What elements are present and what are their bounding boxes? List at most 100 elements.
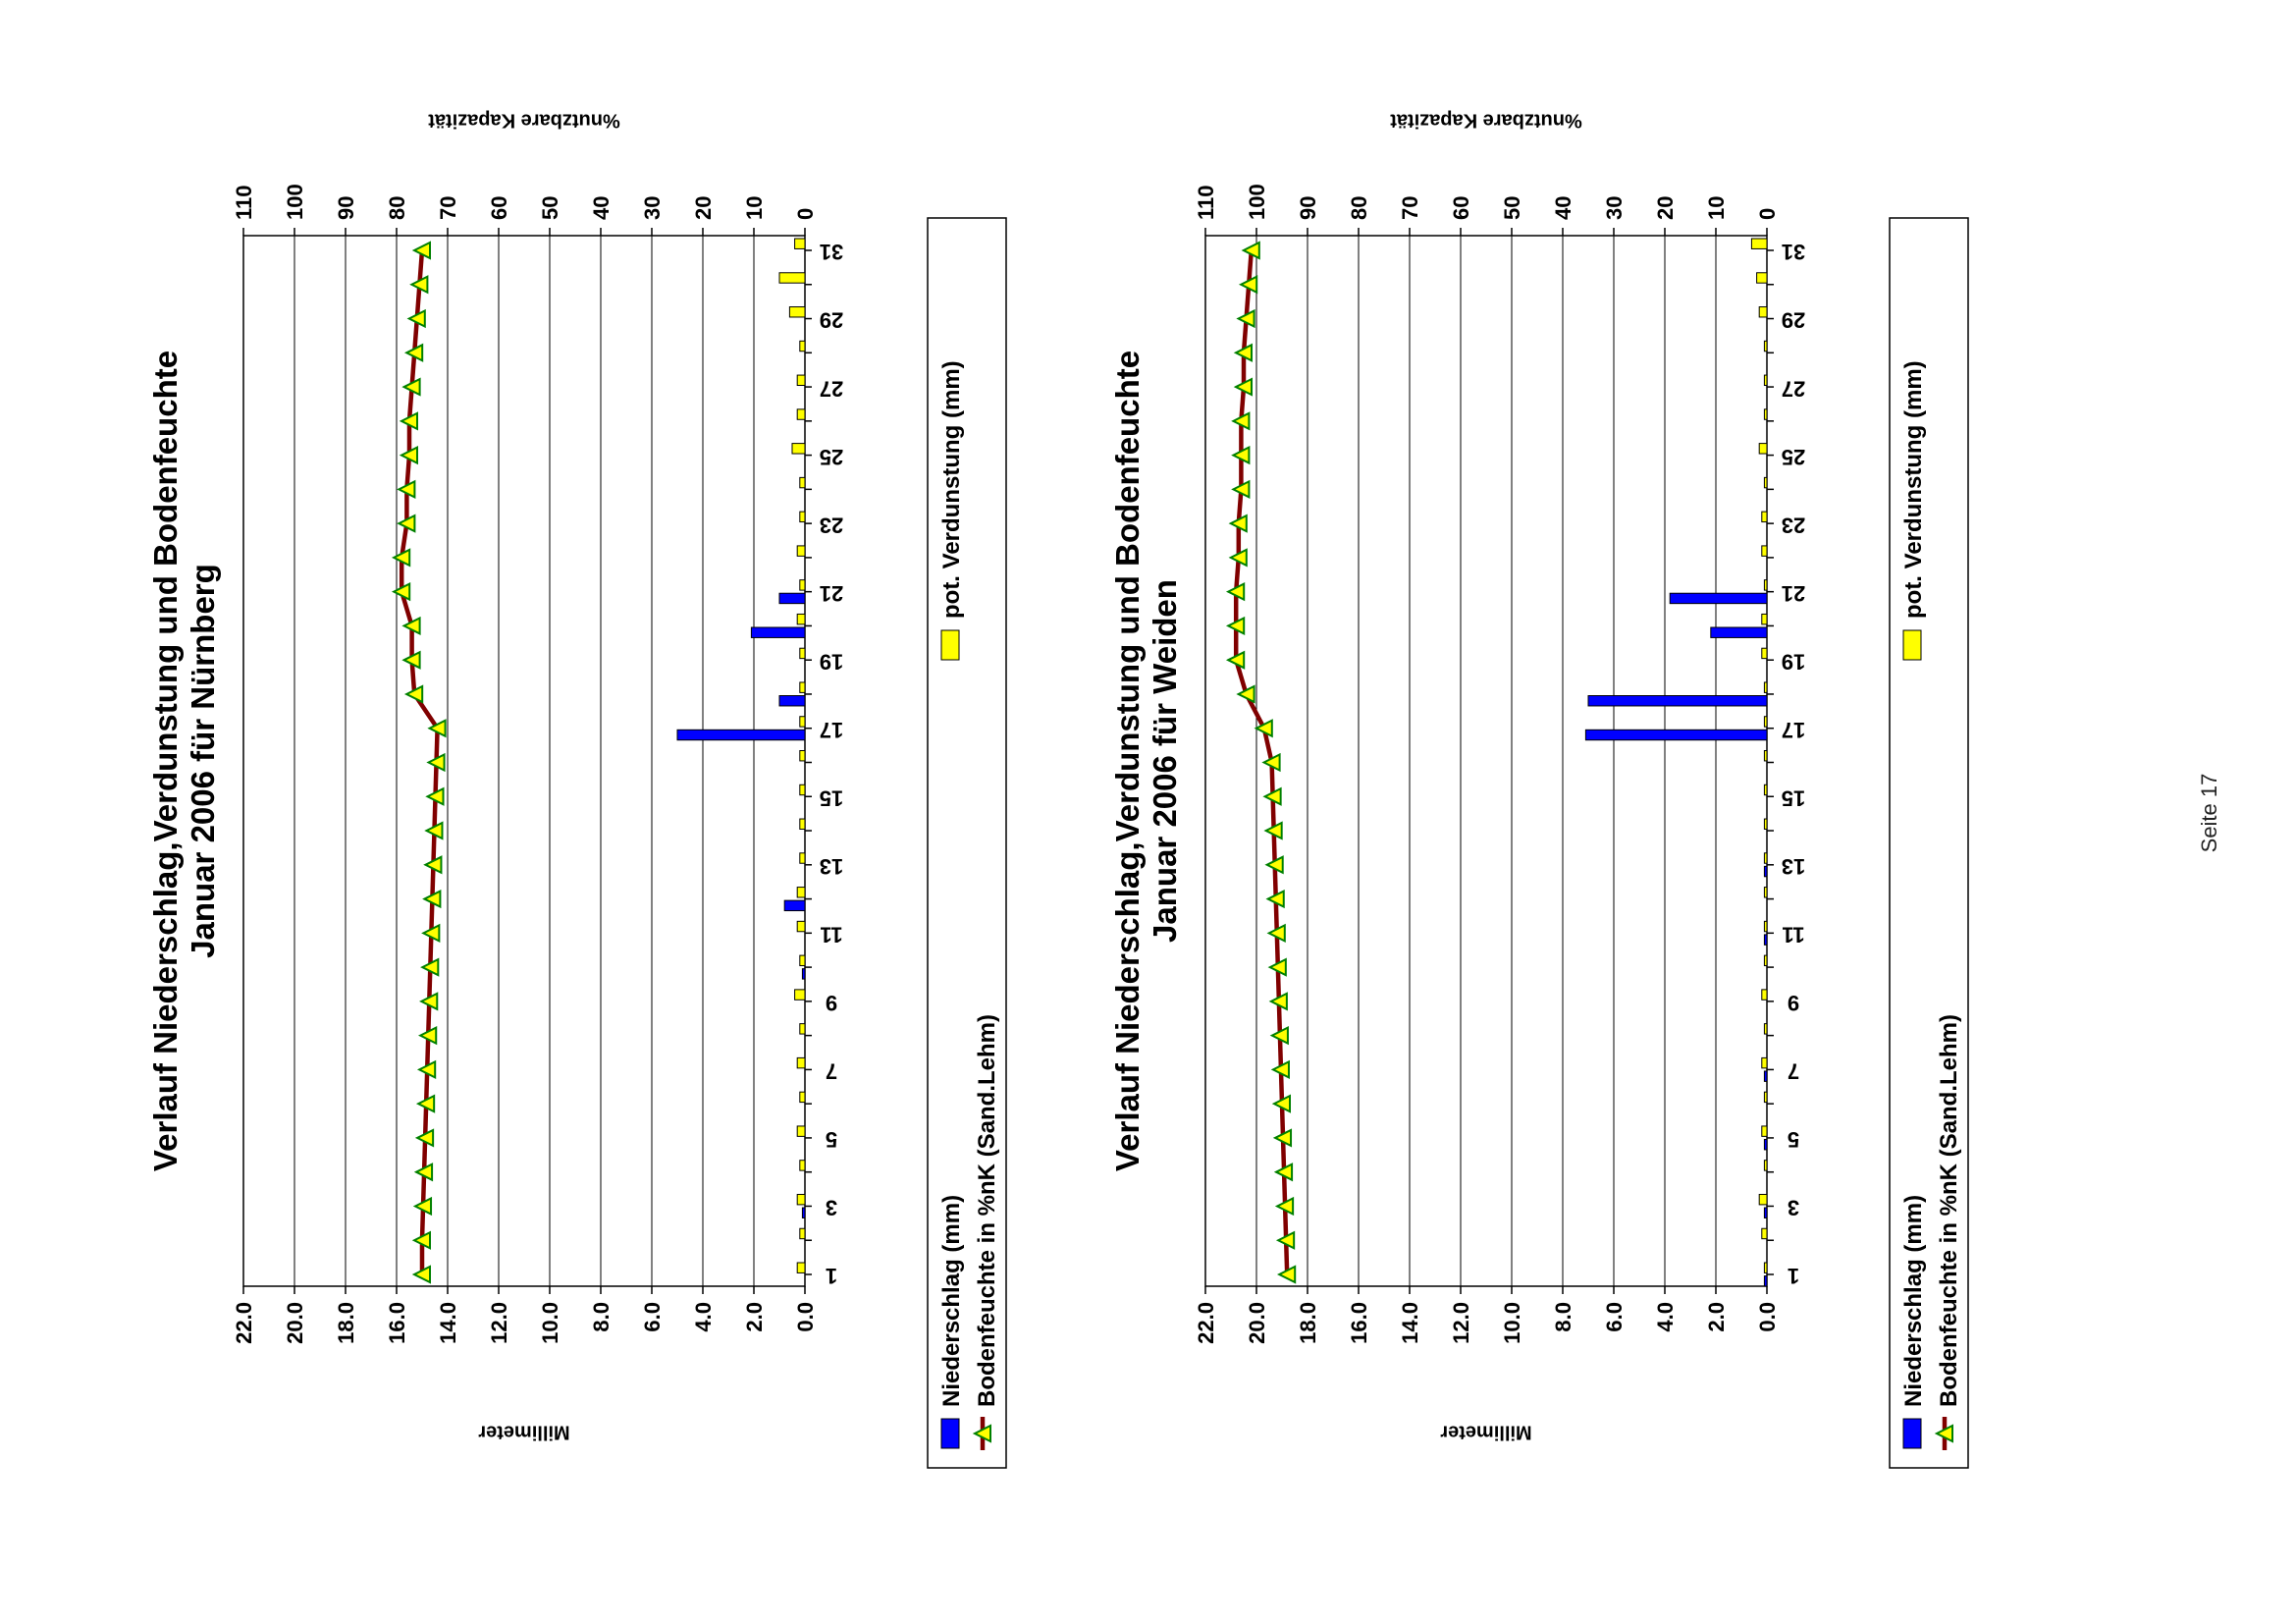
- bar-verdunstung: [796, 1262, 806, 1273]
- point-bodenfeuchte: [423, 855, 443, 875]
- bar-verdunstung: [796, 408, 806, 420]
- bar-verdunstung: [796, 1125, 806, 1137]
- y2-tick-label: 80: [1347, 196, 1371, 220]
- point-bodenfeuchte: [1272, 1128, 1293, 1148]
- bar-niederschlag: [750, 626, 806, 638]
- bar-verdunstung: [1763, 716, 1768, 728]
- bar-verdunstung: [799, 340, 806, 352]
- y2-tick-label: 40: [589, 196, 614, 220]
- bar-verdunstung: [1761, 613, 1768, 625]
- point-bodenfeuchte: [401, 377, 421, 397]
- point-bodenfeuchte: [1225, 582, 1246, 602]
- y2-tick-label: 20: [1653, 196, 1678, 220]
- y-tick-label: 8.0: [1551, 1302, 1575, 1332]
- y-tick-label: 0.0: [1755, 1302, 1780, 1332]
- y-tick-label: 14.0: [1398, 1302, 1422, 1344]
- bar-verdunstung: [1758, 443, 1768, 455]
- point-bodenfeuchte: [411, 241, 431, 260]
- x-tick-label: 13: [1782, 854, 1805, 879]
- y-tick-label: 10.0: [538, 1302, 562, 1344]
- point-bodenfeuchte: [418, 1026, 438, 1046]
- x-tick-label: 25: [820, 445, 843, 469]
- y2-tick-label: 70: [436, 196, 460, 220]
- bar-niederschlag: [783, 899, 806, 912]
- x-tick-label: 23: [820, 513, 843, 537]
- y2-tick-label: 60: [1449, 196, 1473, 220]
- bar-verdunstung: [799, 1023, 806, 1035]
- point-bodenfeuchte: [427, 719, 447, 738]
- point-bodenfeuchte: [1267, 957, 1287, 977]
- point-bodenfeuchte: [1261, 752, 1281, 773]
- bar-verdunstung: [1761, 989, 1768, 1001]
- y2-tick-label: 0: [1755, 208, 1780, 220]
- y-tick-label: 12.0: [487, 1302, 511, 1344]
- point-bodenfeuchte: [1265, 889, 1285, 909]
- x-tick-label: 15: [820, 785, 843, 810]
- x-tick-label: 11: [820, 923, 842, 947]
- y2-tick-label: 90: [334, 196, 358, 220]
- point-bodenfeuchte: [399, 445, 418, 465]
- bar-niederschlag: [1763, 865, 1768, 878]
- y2-tick-label: 50: [538, 196, 562, 220]
- x-tick-label: 31: [820, 240, 843, 264]
- point-bodenfeuchte: [424, 821, 444, 840]
- bar-verdunstung: [1758, 1193, 1768, 1206]
- bar-verdunstung: [1761, 1125, 1768, 1137]
- x-tick-label: 3: [1788, 1196, 1799, 1220]
- page-number: Seite 17: [2197, 774, 2221, 853]
- y2-tick-label: 50: [1500, 196, 1524, 220]
- x-tick-label: 9: [1788, 991, 1799, 1015]
- x-tick-label: 7: [1788, 1059, 1799, 1084]
- legend-swatch-bodenfeuchte-marker: [972, 1424, 991, 1443]
- point-bodenfeuchte: [425, 786, 445, 806]
- point-bodenfeuchte: [1231, 411, 1251, 431]
- point-bodenfeuchte: [419, 992, 439, 1011]
- y-tick-label: 4.0: [1653, 1302, 1678, 1332]
- y-axis-label: Millimeter: [478, 1422, 570, 1443]
- point-bodenfeuchte: [426, 752, 446, 773]
- point-bodenfeuchte: [406, 308, 426, 329]
- point-bodenfeuchte: [1274, 1196, 1295, 1217]
- point-bodenfeuchte: [1266, 923, 1286, 943]
- y-tick-label: 8.0: [589, 1302, 614, 1332]
- bar-verdunstung: [1761, 1227, 1768, 1240]
- y-tick-label: 18.0: [1296, 1302, 1320, 1344]
- point-bodenfeuchte: [391, 582, 411, 602]
- point-bodenfeuchte: [1225, 650, 1246, 670]
- bar-verdunstung: [799, 750, 806, 762]
- legend-label-verdunstung: pot. Verdunstung (mm): [1900, 360, 1927, 619]
- plot-area: [242, 235, 806, 1287]
- legend-label-bodenfeuchte: Bodenfeuchte in %nK (Sand.Lehm): [1936, 1014, 1962, 1407]
- y2-tick-label: 40: [1551, 196, 1575, 220]
- point-bodenfeuchte: [1275, 1230, 1296, 1250]
- x-tick-label: 5: [1788, 1127, 1799, 1152]
- point-bodenfeuchte: [1231, 445, 1251, 465]
- y2-tick-label: 90: [1296, 196, 1320, 220]
- bar-verdunstung: [799, 1227, 806, 1240]
- bar-verdunstung: [1761, 1056, 1768, 1069]
- chart-subtitle: Januar 2006 für Weiden: [1147, 579, 1183, 943]
- point-bodenfeuchte: [1268, 992, 1288, 1011]
- x-tick-label: 15: [1782, 785, 1805, 810]
- bar-verdunstung: [791, 443, 806, 455]
- bar-verdunstung: [1763, 340, 1768, 352]
- bar-niederschlag: [1763, 1207, 1768, 1218]
- bar-verdunstung: [1763, 852, 1768, 864]
- bar-verdunstung: [1763, 476, 1768, 489]
- y2-tick-label: 70: [1398, 196, 1422, 220]
- y2-tick-label: 100: [283, 184, 307, 220]
- bar-verdunstung: [1763, 408, 1768, 420]
- y-axis-label: Millimeter: [1440, 1422, 1532, 1443]
- point-bodenfeuchte: [1236, 684, 1255, 704]
- x-tick-label: 21: [820, 581, 843, 606]
- bar-verdunstung: [1763, 920, 1768, 933]
- x-tick-label: 23: [1782, 513, 1805, 537]
- bar-verdunstung: [778, 272, 806, 284]
- bar-niederschlag: [1763, 1275, 1768, 1287]
- x-tick-label: 17: [820, 718, 843, 742]
- y-tick-label: 6.0: [640, 1302, 665, 1332]
- y-tick-label: 12.0: [1449, 1302, 1473, 1344]
- bar-niederschlag: [778, 592, 806, 605]
- bar-verdunstung: [796, 1056, 806, 1069]
- bar-verdunstung: [794, 238, 806, 249]
